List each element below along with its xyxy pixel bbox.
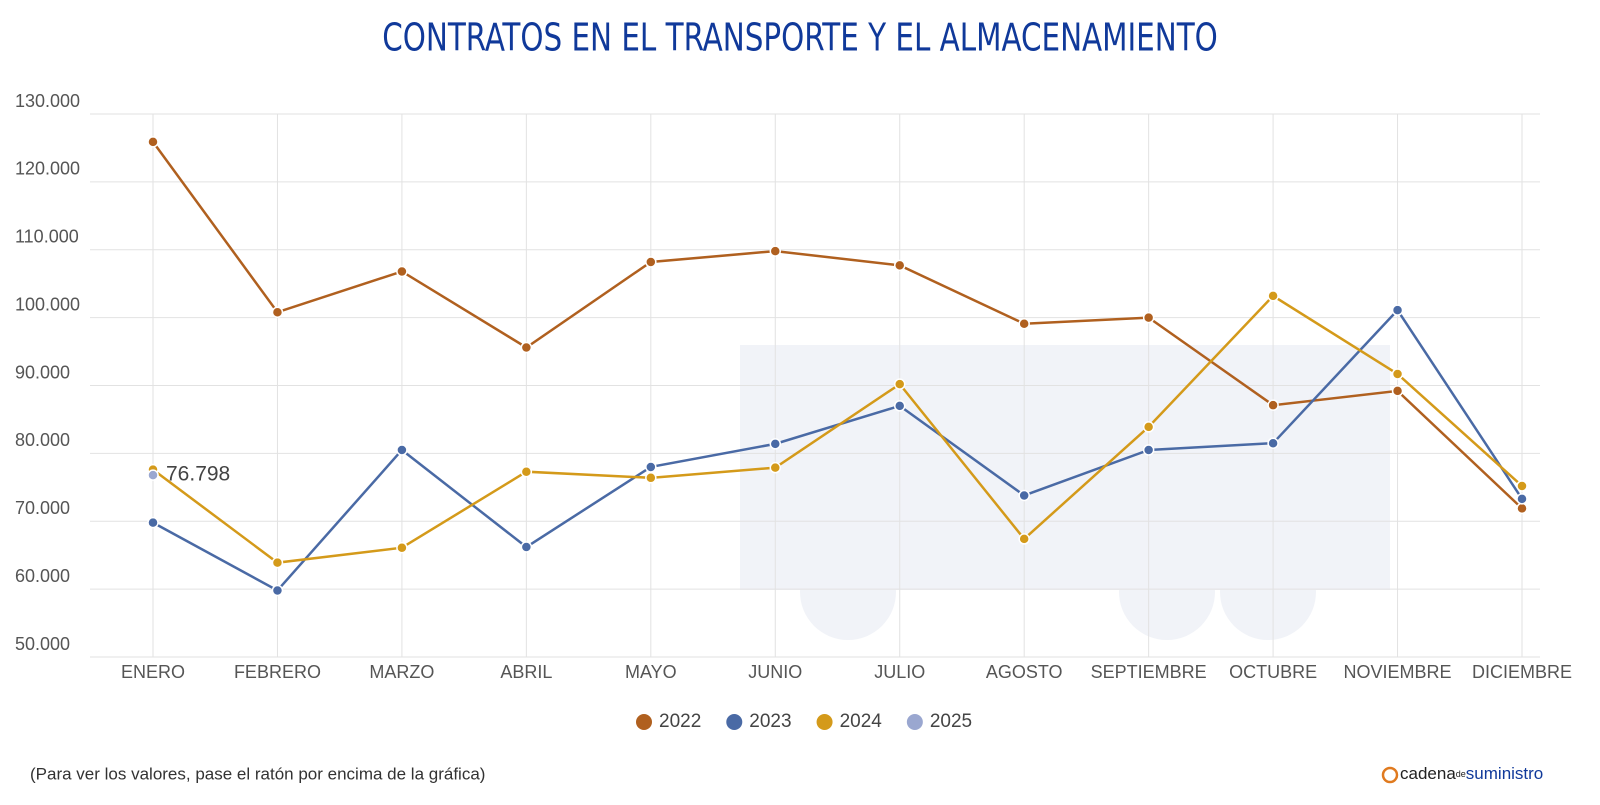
point bbox=[1516, 480, 1528, 492]
value-label: 76.798 bbox=[166, 463, 230, 486]
x-tick-label: OCTUBRE bbox=[1229, 662, 1317, 682]
series bbox=[147, 136, 1528, 515]
legend-label: 2024 bbox=[840, 711, 883, 732]
note: (Para ver los valores, pase el ratón por… bbox=[30, 764, 485, 783]
brand-main: cadena bbox=[1400, 764, 1456, 783]
y-tick-label: 50.000 bbox=[15, 634, 70, 654]
y-tick-label: 130.000 bbox=[15, 91, 80, 111]
y-tick-label: 60.000 bbox=[15, 566, 70, 586]
point bbox=[1267, 437, 1279, 449]
brand: cadenadesuministro bbox=[1400, 764, 1543, 783]
legend-marker bbox=[726, 714, 743, 730]
point bbox=[893, 378, 906, 390]
legend-marker bbox=[816, 714, 833, 730]
point bbox=[1391, 304, 1404, 316]
y-tick-label: 90.000 bbox=[15, 362, 70, 382]
legend-label: 2025 bbox=[930, 711, 972, 732]
x-tick-label: AGOSTO bbox=[986, 662, 1063, 682]
point bbox=[1018, 533, 1030, 545]
point bbox=[396, 444, 408, 456]
x-tick-label: JUNIO bbox=[748, 662, 802, 682]
point bbox=[769, 461, 782, 474]
point bbox=[520, 341, 533, 354]
point bbox=[893, 400, 906, 412]
point bbox=[147, 469, 159, 481]
point bbox=[645, 472, 657, 484]
brand-icon bbox=[1381, 766, 1399, 784]
legend-marker bbox=[636, 714, 652, 730]
y-tick-label: 100.000 bbox=[15, 294, 80, 314]
point bbox=[1018, 489, 1030, 502]
point bbox=[893, 259, 906, 272]
series bbox=[147, 290, 1528, 569]
point bbox=[769, 245, 782, 257]
line bbox=[151, 141, 1523, 510]
x-tick-label: ABRIL bbox=[500, 662, 552, 682]
y-tick-label: 120.000 bbox=[15, 159, 80, 179]
point bbox=[1391, 368, 1404, 380]
x-tick-label: SEPTIEMBRE bbox=[1091, 662, 1207, 682]
x-tick-label: MARZO bbox=[369, 662, 434, 682]
point bbox=[1267, 399, 1279, 411]
brand-tail: suministro bbox=[1466, 764, 1543, 783]
legend-label: 2023 bbox=[749, 711, 791, 732]
point bbox=[520, 465, 533, 478]
brand-small: de bbox=[1456, 769, 1466, 779]
point bbox=[1142, 444, 1155, 456]
point bbox=[147, 136, 159, 148]
point bbox=[271, 584, 284, 597]
point bbox=[1391, 385, 1404, 397]
point bbox=[1516, 493, 1528, 505]
x-tick-label: JULIO bbox=[874, 662, 925, 682]
y-tick-label: 80.000 bbox=[15, 430, 70, 450]
point bbox=[520, 541, 533, 553]
y-tick-label: 70.000 bbox=[15, 498, 70, 518]
watermark bbox=[740, 345, 1390, 640]
point bbox=[1142, 311, 1155, 324]
chart-title: CONTRATOS EN EL TRANSPORTE Y EL ALMACENA… bbox=[382, 16, 1218, 60]
point bbox=[396, 265, 408, 278]
point bbox=[1516, 502, 1528, 515]
x-tick-label: NOVIEMBRE bbox=[1344, 662, 1452, 682]
x-tick-label: FEBRERO bbox=[234, 662, 321, 682]
series: 76.798 bbox=[147, 463, 230, 486]
line bbox=[152, 294, 1523, 564]
point bbox=[645, 461, 657, 473]
point bbox=[1142, 421, 1155, 433]
x-tick-label: DICIEMBRE bbox=[1472, 662, 1572, 682]
point bbox=[769, 438, 782, 450]
point bbox=[396, 541, 408, 554]
point bbox=[1267, 290, 1279, 302]
x-tick-label: ENERO bbox=[121, 662, 185, 682]
legend-label: 2022 bbox=[659, 711, 701, 732]
point bbox=[645, 256, 657, 268]
point bbox=[271, 306, 284, 318]
point bbox=[1018, 317, 1030, 330]
y-tick-label: 110.000 bbox=[15, 227, 79, 247]
point bbox=[271, 556, 284, 569]
legend-marker bbox=[906, 714, 923, 730]
x-tick-label: MAYO bbox=[625, 662, 677, 682]
point bbox=[147, 516, 159, 529]
